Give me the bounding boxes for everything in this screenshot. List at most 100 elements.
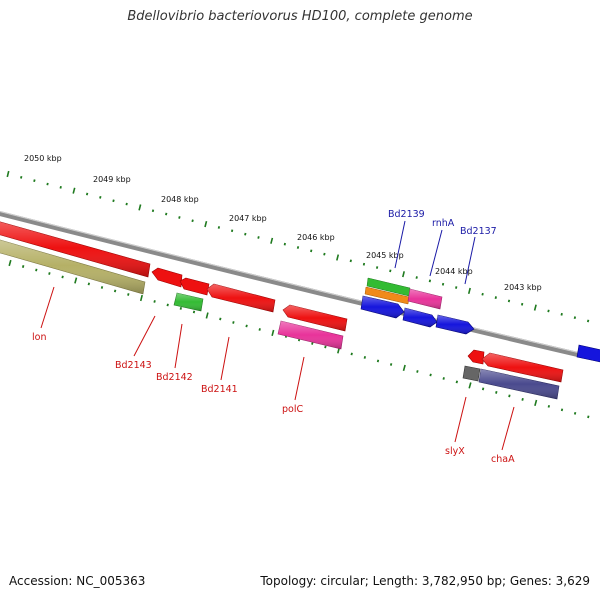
gene-lon-region [0, 221, 151, 295]
lower-track-tick [100, 286, 104, 289]
reverse-leader-lines [40, 286, 515, 451]
lower-track-tick [376, 359, 380, 363]
upper-track-tick [6, 170, 10, 178]
lower-track-tick [74, 277, 78, 284]
upper-track-tick [283, 242, 286, 246]
lower-track-tick [113, 289, 117, 293]
upper-track-tick [138, 204, 142, 211]
lower-track-tick [587, 415, 590, 419]
lower-track-tick [87, 282, 91, 286]
kbp-label-2047: 2047 kbp [229, 214, 267, 223]
gene-bd2139-orange[interactable] [364, 286, 410, 305]
gene-labels: Bd2139 rnhA Bd2137 lon Bd2143 Bd2142 Bd2… [32, 209, 515, 465]
kbp-label-2043: 2043 kbp [504, 283, 542, 292]
gene-slyx[interactable] [462, 365, 481, 382]
lower-track-tick [402, 364, 406, 372]
kbp-label-2048: 2048 kbp [161, 195, 199, 204]
label-bd2143[interactable]: Bd2143 [115, 360, 152, 371]
label-polc[interactable]: polC [282, 404, 303, 415]
lower-track-tick [455, 380, 459, 384]
gene-red-small-1[interactable] [151, 267, 183, 288]
lower-track-tick [258, 328, 261, 331]
lower-track-tick [153, 300, 156, 303]
accession-text: Accession: NC_005363 [9, 574, 146, 588]
lower-track-tick [534, 399, 538, 407]
lower-track-tick [508, 394, 511, 398]
upper-track-tick [72, 187, 76, 194]
genome-backbone [0, 210, 600, 363]
upper-track-tick [33, 179, 36, 183]
upper-track-tick [349, 259, 352, 263]
upper-track-tick [573, 316, 577, 320]
upper-track-tick [375, 266, 379, 269]
upper-track-tick [20, 175, 23, 179]
lower-track-tick [324, 345, 327, 349]
upper-track-tick [99, 195, 102, 199]
upper-track-tick [244, 232, 247, 236]
upper-track-tick [494, 296, 497, 300]
lower-track-tick [560, 408, 564, 412]
lower-track-tick [232, 321, 235, 324]
gene-slyx-red[interactable] [467, 349, 485, 365]
upper-track-tick [112, 199, 115, 203]
lower-track-tick [416, 370, 419, 373]
upper-track-tick [521, 302, 524, 306]
label-slyx[interactable]: slyX [445, 446, 465, 457]
lower-track-tick [219, 317, 222, 321]
gene-blue-right-edge[interactable] [576, 344, 600, 364]
label-rnha[interactable]: rnhA [432, 218, 455, 229]
upper-track-tick [204, 220, 208, 228]
upper-track-tick [362, 262, 366, 266]
lower-track-tick [21, 265, 25, 268]
label-lon[interactable]: lon [32, 332, 46, 343]
label-bd2139[interactable]: Bd2139 [388, 209, 425, 220]
lower-track-tick [8, 259, 12, 267]
upper-track-tick [217, 226, 221, 229]
upper-track-tick [165, 212, 168, 216]
lower-track-tick [363, 356, 367, 359]
lower-track-tick [139, 294, 143, 302]
upper-track-tick [389, 269, 392, 273]
lower-track-tick [429, 373, 432, 377]
lower-track-tick [573, 411, 577, 415]
kbp-label-2046: 2046 kbp [297, 233, 335, 242]
upper-track-tick [59, 185, 62, 189]
kbp-label-2049: 2049 kbp [93, 175, 131, 184]
upper-track-tick [455, 286, 458, 289]
kbp-label-2045: 2045 kbp [366, 251, 404, 260]
lower-track-tick [271, 329, 275, 337]
upper-track-tick [481, 292, 484, 296]
kbp-labels: 2050 kbp 2049 kbp 2048 kbp 2047 kbp 2046… [24, 154, 542, 292]
upper-track-tick [230, 229, 234, 233]
upper-track-tick [178, 216, 181, 219]
label-chaa[interactable]: chaA [491, 454, 515, 465]
upper-track-tick [415, 276, 418, 279]
lower-track-tick [521, 397, 524, 401]
kbp-label-2050: 2050 kbp [24, 154, 62, 163]
upper-track-tick [270, 237, 274, 244]
upper-track-tick [257, 236, 260, 239]
upper-track-tick [191, 219, 194, 223]
upper-tick-track [6, 170, 590, 323]
upper-track-tick [151, 209, 155, 213]
label-bd2141[interactable]: Bd2141 [201, 384, 238, 395]
lower-track-tick [48, 272, 51, 275]
upper-track-tick [533, 304, 537, 311]
upper-track-tick [428, 279, 432, 283]
map-title: Bdellovibrio bacteriovorus HD100, comple… [127, 9, 473, 24]
upper-track-tick [586, 319, 590, 323]
gene-red-small-2[interactable] [179, 277, 210, 296]
forward-leader-lines [394, 220, 476, 285]
label-bd2137[interactable]: Bd2137 [460, 226, 497, 237]
lower-track-tick [192, 310, 196, 314]
upper-track-tick [402, 271, 405, 278]
lower-track-tick [127, 293, 130, 296]
upper-track-tick [323, 252, 326, 256]
label-bd2142[interactable]: Bd2142 [156, 372, 193, 383]
upper-track-tick [467, 287, 471, 295]
lower-track-tick [495, 390, 498, 394]
lower-track-tick [205, 312, 209, 319]
upper-track-tick [85, 192, 89, 196]
upper-track-tick [547, 309, 550, 313]
